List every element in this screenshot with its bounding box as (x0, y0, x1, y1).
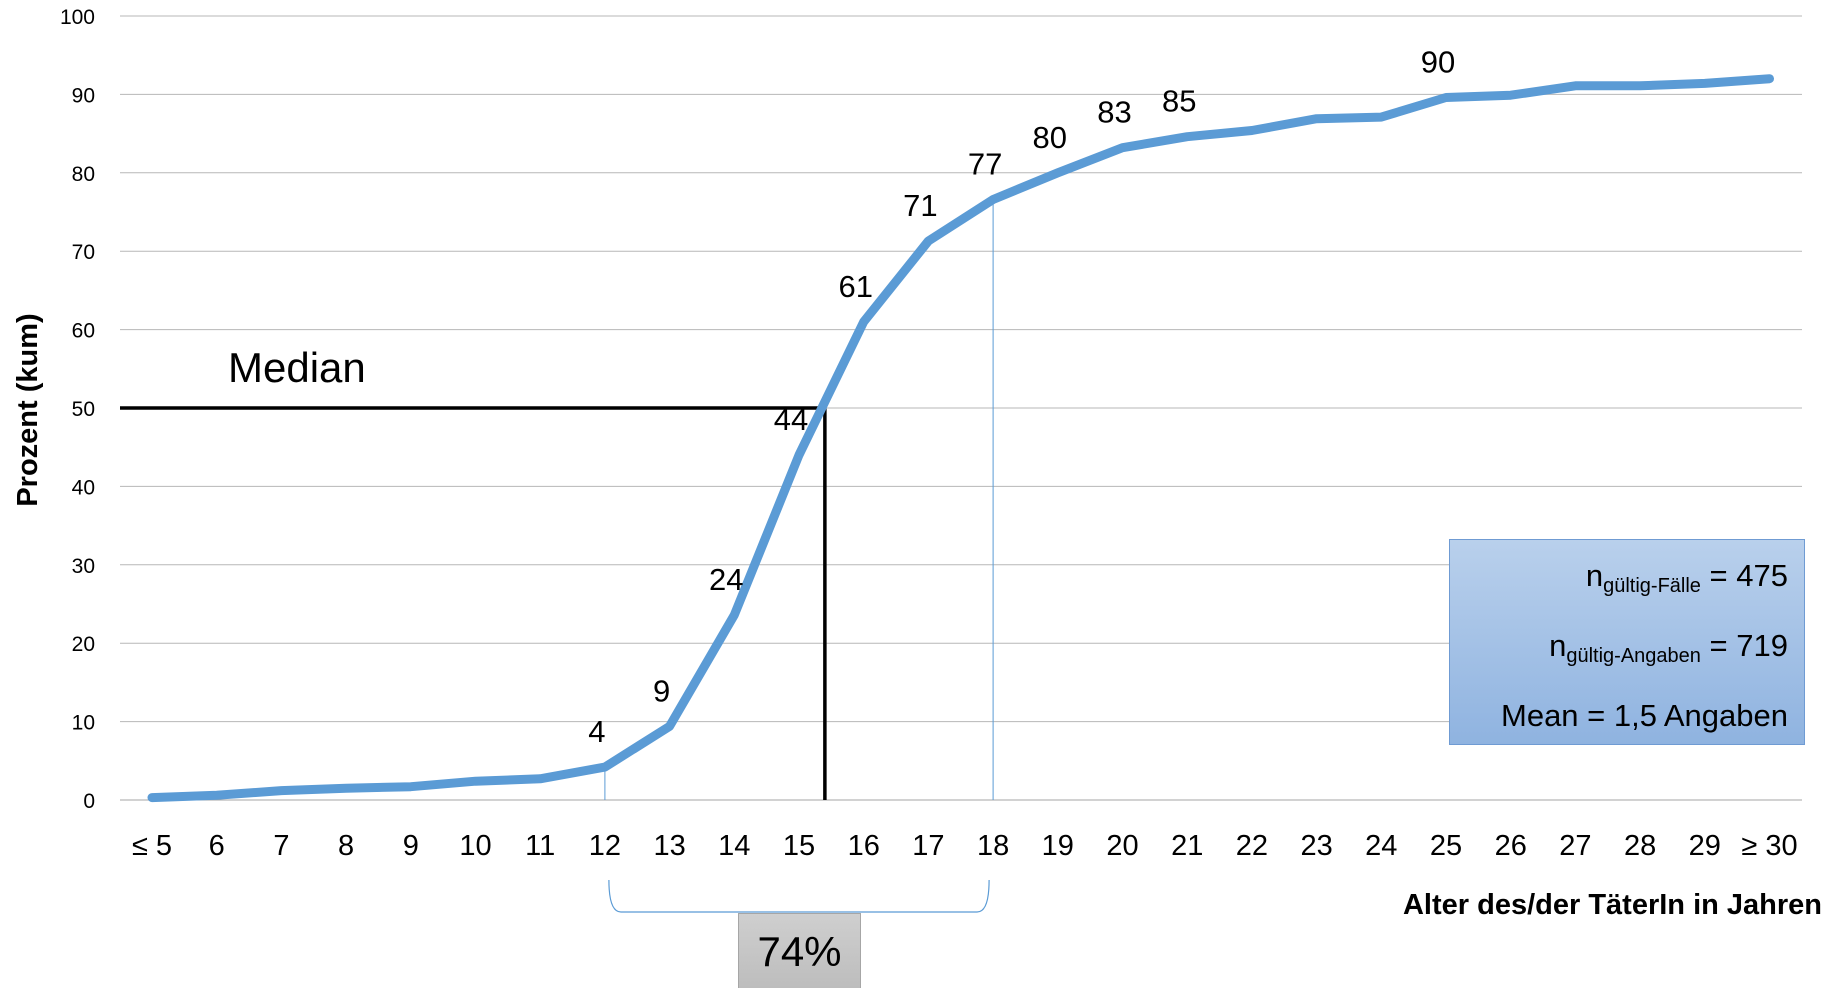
data-label-10: 44 (774, 402, 808, 437)
x-tick-label-9: 14 (718, 830, 750, 862)
y-tick-label-50: 50 (72, 398, 95, 421)
data-label-12: 71 (903, 188, 937, 223)
data-label-8: 9 (653, 673, 670, 708)
y-tick-label-70: 70 (72, 241, 95, 264)
x-tick-label-7: 12 (589, 830, 621, 862)
sample-info-box: ngültig-Fälle = 475 ngültig-Angaben = 71… (1449, 539, 1805, 745)
y-tick-label-80: 80 (72, 163, 95, 186)
x-tick-label-23: 28 (1624, 830, 1656, 862)
y-tick-label-0: 0 (83, 790, 95, 813)
data-labels: 4 9 24 44 61 71 77 80 83 85 90 (588, 45, 1455, 750)
x-axis-ticks: ≤ 5 6 7 8 9 10 11 12 13 14 15 16 17 18 19 20 21 22 23 24 25 2… (132, 830, 1798, 862)
y-axis-title: Prozent (kum) (12, 313, 44, 506)
series-line-group (147, 74, 1774, 803)
x-tick-label-2: 7 (273, 830, 289, 862)
x-tick-label-8: 13 (653, 830, 685, 862)
range-bracket (608, 879, 990, 913)
x-tick-label-19: 24 (1365, 830, 1397, 862)
data-label-14: 80 (1033, 120, 1067, 155)
data-label-11: 61 (838, 269, 872, 304)
x-tick-label-14: 19 (1042, 830, 1074, 862)
y-tick-label-60: 60 (72, 320, 95, 343)
y-tick-label-30: 30 (72, 555, 95, 578)
x-tick-label-11: 16 (848, 830, 880, 862)
age-range-percent-box: 74% (738, 913, 861, 988)
info-row-cases: ngültig-Fälle = 475 (1585, 558, 1788, 597)
y-axis-ticks: 0 10 20 30 40 50 60 70 80 90 100 (60, 6, 95, 813)
x-tick-label-6: 11 (525, 830, 555, 862)
x-tick-label-22: 27 (1559, 830, 1591, 862)
data-label-13: 77 (968, 146, 1002, 181)
data-label-15: 83 (1097, 95, 1131, 130)
x-tick-label-0: ≤ 5 (132, 830, 172, 862)
x-tick-label-25: ≥ 30 (1741, 830, 1797, 862)
x-axis-title: Alter des/der TäterIn in Jahren (1403, 889, 1822, 921)
x-tick-label-3: 8 (338, 830, 354, 862)
series-line (147, 74, 1774, 803)
data-label-16: 85 (1162, 84, 1196, 119)
x-tick-label-16: 21 (1171, 830, 1203, 862)
guide-lines (120, 199, 994, 913)
info-row-answers: ngültig-Angaben = 719 (1549, 628, 1788, 667)
y-tick-label-100: 100 (60, 6, 95, 29)
x-tick-label-18: 23 (1300, 830, 1332, 862)
data-label-7: 4 (588, 714, 605, 749)
median-label: Median (228, 344, 366, 391)
x-tick-label-10: 15 (783, 830, 815, 862)
data-label-20: 90 (1421, 45, 1455, 80)
x-tick-label-24: 29 (1689, 830, 1721, 862)
x-tick-label-12: 17 (912, 830, 944, 862)
y-tick-label-40: 40 (72, 476, 95, 499)
x-tick-label-17: 22 (1236, 830, 1268, 862)
x-tick-label-15: 20 (1106, 830, 1138, 862)
info-row-mean: Mean = 1,5 Angaben (1501, 698, 1788, 733)
x-tick-label-20: 25 (1430, 830, 1462, 862)
x-tick-label-13: 18 (977, 830, 1009, 862)
y-tick-label-20: 20 (72, 633, 95, 656)
x-tick-label-5: 10 (459, 830, 491, 862)
x-tick-label-4: 9 (403, 830, 419, 862)
x-tick-label-21: 26 (1495, 830, 1527, 862)
y-tick-label-10: 10 (72, 712, 95, 735)
x-tick-label-1: 6 (209, 830, 225, 862)
y-tick-label-90: 90 (72, 84, 95, 107)
data-label-9: 24 (709, 562, 743, 597)
